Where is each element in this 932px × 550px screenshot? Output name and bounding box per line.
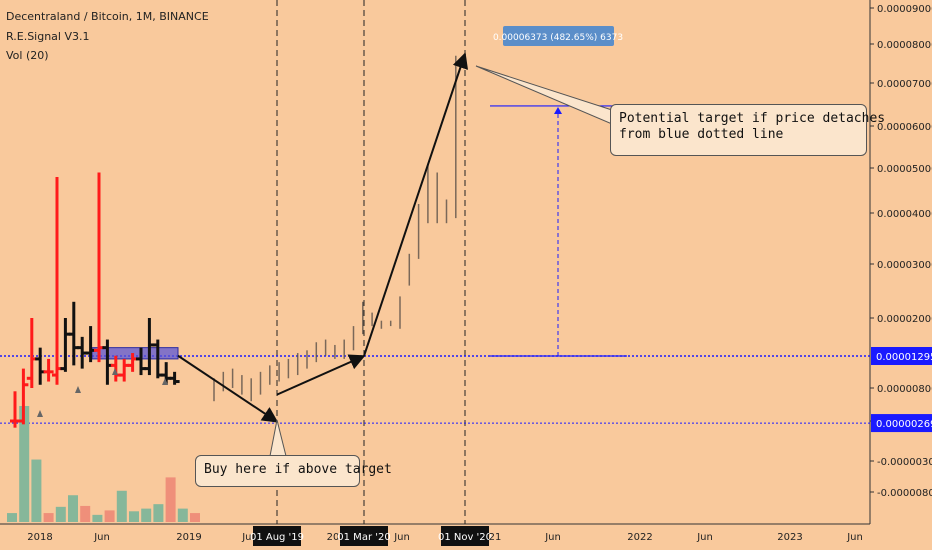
y-tick-label: 0.00000800 bbox=[877, 384, 932, 395]
volume-bar bbox=[165, 477, 176, 522]
x-tick-label: Jun bbox=[846, 532, 863, 543]
x-tick-highlight bbox=[340, 526, 388, 546]
volume-bar bbox=[92, 514, 103, 522]
ohlc-candle bbox=[144, 318, 155, 376]
ohlc-candle bbox=[119, 358, 130, 382]
target-note-callout[interactable]: Potential target if price detaches from … bbox=[610, 104, 885, 156]
ohlc-candle bbox=[18, 368, 29, 425]
volume-indicator-name: Vol (20) bbox=[6, 49, 49, 62]
buy-note-callout[interactable]: Buy here if above target bbox=[195, 455, 392, 487]
x-tick-label: Jun bbox=[241, 532, 258, 543]
measure-label: 0.00006373 (482.65%) 6373 bbox=[493, 33, 623, 43]
path-arrow-up-1 bbox=[276, 354, 366, 396]
volume-bar bbox=[68, 495, 78, 522]
y-tick-label: 0.00004000 bbox=[877, 209, 932, 220]
price-label: 0.00001295 bbox=[876, 352, 932, 363]
x-tick-highlight bbox=[253, 526, 301, 546]
signal-triangle bbox=[75, 386, 81, 393]
x-tick-label: Jun bbox=[696, 532, 713, 543]
x-tick-label: Jun bbox=[393, 532, 410, 543]
y-tick-label: 0.00006000 bbox=[877, 122, 932, 133]
ohlc-candle bbox=[110, 355, 121, 382]
x-tick-label: 2018 bbox=[27, 532, 52, 543]
volume-bar bbox=[129, 511, 139, 522]
x-tick-label: 01 Mar '20 bbox=[337, 532, 390, 543]
x-tick-label: 2019 bbox=[176, 532, 201, 543]
volume-bar bbox=[43, 513, 54, 522]
signal-triangle bbox=[112, 368, 118, 375]
x-tick-label: Jun bbox=[544, 532, 561, 543]
ohlc-candle bbox=[52, 177, 62, 385]
volume-bar bbox=[31, 459, 42, 522]
price-label: 0.00000269 bbox=[876, 419, 932, 430]
target-callout-pointer bbox=[475, 65, 613, 125]
measure-arrowhead bbox=[554, 106, 562, 114]
volume-bar bbox=[19, 406, 30, 522]
ohlc-candle bbox=[102, 339, 113, 385]
ohlc-candle bbox=[43, 358, 54, 382]
consolidation-zone bbox=[91, 347, 179, 360]
x-tick-label: 01 Aug '19 bbox=[250, 532, 304, 543]
indicator-name: R.E.Signal V3.1 bbox=[6, 30, 90, 43]
y-tick-label: 0.00002000 bbox=[877, 314, 932, 325]
price-label-box bbox=[871, 347, 932, 365]
signal-triangle bbox=[37, 410, 43, 417]
volume-bar bbox=[153, 504, 164, 522]
x-tick-label: 01 Nov '20 bbox=[438, 532, 492, 543]
y-tick-label: 0.00009000 bbox=[877, 4, 932, 15]
path-arrow-down bbox=[177, 354, 279, 423]
buy-callout-pointer bbox=[269, 419, 287, 457]
signal-triangle bbox=[162, 378, 168, 385]
volume-bar bbox=[116, 490, 127, 522]
ohlc-candle bbox=[26, 318, 37, 388]
x-tick-label: 2023 bbox=[777, 532, 802, 543]
volume-bar bbox=[190, 513, 200, 522]
ohlc-candle bbox=[169, 371, 180, 385]
y-tick-label: 0.00005000 bbox=[877, 164, 932, 175]
volume-bar bbox=[80, 505, 91, 522]
ohlc-candle bbox=[60, 318, 71, 372]
x-tick-label: 20 bbox=[327, 532, 340, 543]
ohlc-candle bbox=[94, 172, 104, 363]
y-tick-label: 0.00003000 bbox=[877, 260, 932, 271]
y-tick-label: 0.00007000 bbox=[877, 79, 932, 90]
x-tick-highlight bbox=[441, 526, 489, 546]
path-arrow-up-2 bbox=[363, 52, 469, 357]
y-tick-label: 0.00008000 bbox=[877, 40, 932, 51]
volume-bar bbox=[141, 508, 152, 522]
chart-title: Decentraland / Bitcoin, 1M, BINANCE bbox=[6, 10, 209, 23]
y-tick-label: -0.00000300 bbox=[877, 457, 932, 468]
volume-bar bbox=[55, 506, 66, 522]
y-tick-label: -0.00000800 bbox=[877, 488, 932, 499]
ohlc-candle bbox=[35, 347, 46, 385]
x-tick-label: 2022 bbox=[627, 532, 652, 543]
volume-bar bbox=[177, 508, 188, 522]
measure-label-box bbox=[503, 26, 614, 46]
x-tick-label: Jun bbox=[93, 532, 110, 543]
volume-bar bbox=[104, 510, 115, 522]
volume-bar bbox=[7, 513, 17, 522]
x-tick-label: 21 bbox=[489, 532, 502, 543]
price-label-box bbox=[871, 414, 932, 433]
